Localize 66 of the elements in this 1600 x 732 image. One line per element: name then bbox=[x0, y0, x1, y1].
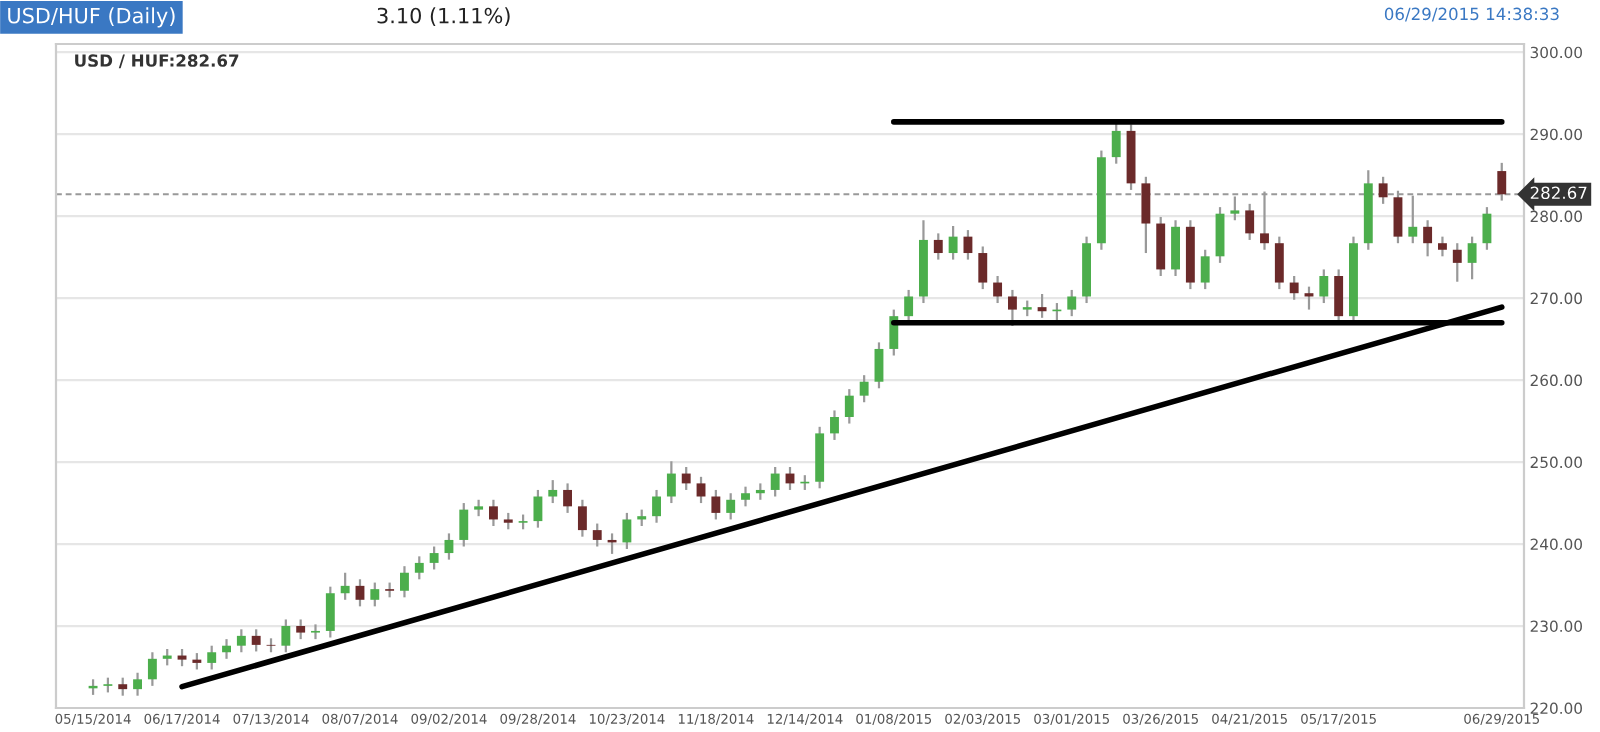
candlestick bbox=[1067, 288, 1077, 318]
candlestick bbox=[1452, 242, 1462, 283]
candlestick bbox=[741, 485, 750, 508]
candlestick bbox=[726, 492, 736, 521]
candlestick bbox=[993, 274, 1003, 305]
candlestick bbox=[1438, 235, 1447, 258]
candlestick bbox=[370, 581, 380, 608]
candlestick bbox=[311, 623, 320, 641]
ref-line-label: 282.67 bbox=[1530, 186, 1587, 200]
candlestick bbox=[118, 676, 128, 697]
candlestick bbox=[859, 374, 869, 404]
chart-title: USD/HUF (Daily) bbox=[8, 7, 175, 28]
candlestick bbox=[948, 224, 958, 261]
candlestick bbox=[1200, 248, 1210, 291]
candlestick bbox=[400, 565, 409, 599]
candlestick bbox=[281, 618, 291, 654]
candlestick bbox=[563, 482, 573, 515]
candlestick bbox=[222, 638, 231, 660]
candlestick bbox=[488, 498, 498, 528]
chart-subtitle: 3.10 (1.11%) bbox=[377, 7, 510, 26]
candlestick bbox=[1319, 268, 1329, 305]
candlestick bbox=[978, 245, 988, 291]
candlestick bbox=[770, 465, 780, 498]
candlestick bbox=[1274, 235, 1284, 291]
candlestick bbox=[1171, 219, 1180, 278]
candlestick bbox=[622, 511, 632, 551]
candlestick bbox=[1423, 219, 1433, 258]
candlestick bbox=[414, 555, 424, 581]
candlestick bbox=[355, 578, 365, 608]
candlestick bbox=[1007, 288, 1017, 328]
candlestick bbox=[681, 465, 691, 492]
candlestick bbox=[1037, 292, 1047, 319]
candlestick bbox=[296, 618, 306, 641]
annotation: USD / HUF:282.67 bbox=[75, 54, 239, 69]
candlestick bbox=[904, 288, 914, 324]
candlestick bbox=[1289, 274, 1299, 301]
candlestick bbox=[133, 671, 142, 697]
candlestick bbox=[1111, 119, 1121, 165]
candlestick bbox=[1156, 215, 1166, 278]
candlestick bbox=[963, 228, 973, 261]
candlestick bbox=[548, 479, 558, 505]
candlestick bbox=[874, 341, 884, 390]
candlestick bbox=[1245, 202, 1255, 242]
candlestick bbox=[666, 460, 676, 505]
candlestick bbox=[207, 644, 217, 671]
candlestick bbox=[652, 488, 661, 524]
candlestick bbox=[830, 409, 839, 442]
candlestick bbox=[340, 571, 350, 601]
candlestick bbox=[577, 498, 587, 538]
candlestick bbox=[696, 475, 706, 505]
candlestick bbox=[147, 651, 157, 687]
candlestick bbox=[236, 628, 246, 654]
candlestick bbox=[251, 628, 261, 653]
candlestick bbox=[325, 585, 335, 639]
candlestick bbox=[1482, 206, 1492, 251]
text: 06/29/2015 14:38:33 bbox=[1384, 7, 1559, 22]
candlestick bbox=[459, 501, 469, 548]
candlestick bbox=[533, 488, 543, 529]
candlestick bbox=[711, 488, 721, 521]
candlestick bbox=[474, 498, 484, 518]
candlestick bbox=[1334, 268, 1344, 324]
candlestick bbox=[592, 522, 602, 548]
candlestick bbox=[429, 545, 439, 571]
candlestick bbox=[933, 232, 943, 261]
candlestick bbox=[1467, 235, 1477, 281]
candlestick bbox=[844, 388, 854, 425]
